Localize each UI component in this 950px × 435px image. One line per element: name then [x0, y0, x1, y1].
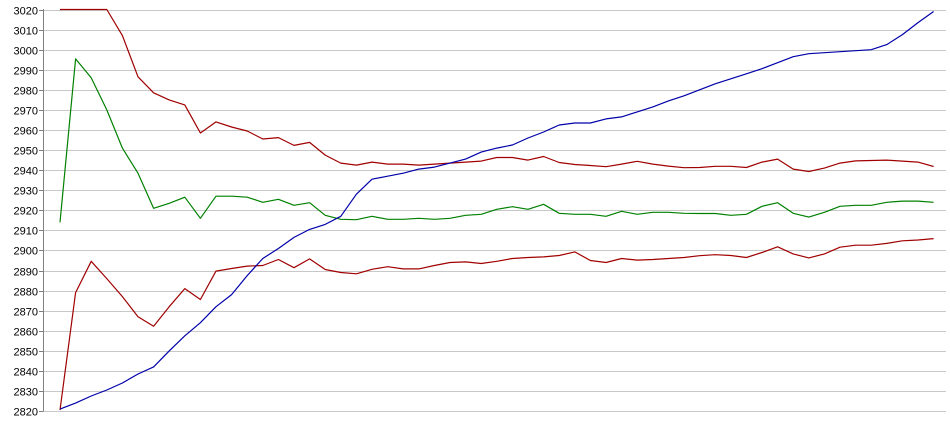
y-tick-label: 2920 — [14, 206, 38, 218]
y-tick-label: 2860 — [14, 327, 38, 339]
y-tick-label: 2850 — [14, 347, 38, 359]
y-tick-label: 2970 — [14, 106, 38, 118]
y-tick-label: 2960 — [14, 126, 38, 138]
y-tick-label: 2820 — [14, 407, 38, 419]
y-tick-label: 2890 — [14, 267, 38, 279]
y-axis-tick-marks — [39, 10, 43, 412]
y-tick-label: 3020 — [14, 6, 38, 18]
series-line-blue-rising — [59, 11, 934, 410]
y-tick-label: 2980 — [14, 86, 38, 98]
y-tick-label: 2870 — [14, 307, 38, 319]
y-tick-label: 2880 — [14, 287, 38, 299]
y-tick-label: 2830 — [14, 387, 38, 399]
gridlines — [43, 10, 946, 412]
series-line-red-lower — [59, 238, 934, 411]
y-tick-label: 2950 — [14, 146, 38, 158]
y-tick-label: 2840 — [14, 367, 38, 379]
y-tick-label: 2990 — [14, 66, 38, 78]
y-tick-label: 3000 — [14, 46, 38, 58]
y-tick-label: 2910 — [14, 226, 38, 238]
y-tick-label: 2900 — [14, 246, 38, 258]
y-axis-labels: 3020 3010 3000 2990 2980 2970 2960 2950 2940 2930… — [14, 6, 38, 419]
series-line-green-middle — [59, 58, 934, 223]
y-tick-label: 2940 — [14, 166, 38, 178]
y-tick-label: 2930 — [14, 186, 38, 198]
y-tick-label: 3010 — [14, 26, 38, 38]
series-line-red-upper — [60, 8, 934, 173]
